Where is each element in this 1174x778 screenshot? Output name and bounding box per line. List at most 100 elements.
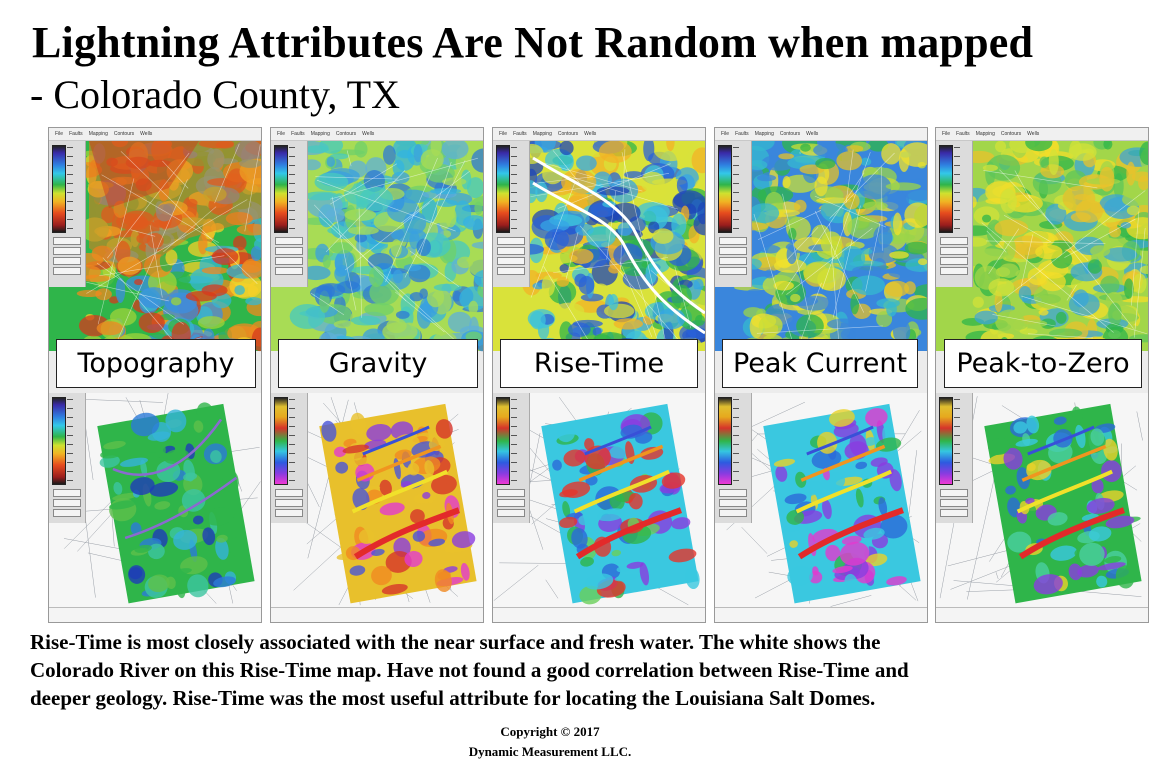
control-button[interactable]	[497, 489, 525, 497]
description-line-2: Colorado River on this Rise-Time map. Ha…	[30, 658, 909, 682]
control-button[interactable]	[719, 257, 747, 265]
menu-item[interactable]: File	[55, 131, 64, 137]
colorbar	[52, 397, 66, 485]
menu-item[interactable]: Mapping	[532, 131, 552, 137]
description-text: Rise-Time is most closely associated wit…	[30, 628, 1160, 712]
description-line-3: deeper geology. Rise-Time was the most u…	[30, 686, 876, 710]
colorbar-controls	[493, 141, 530, 287]
menubar: File Faults Mapping Contours Wells	[493, 128, 705, 141]
control-button[interactable]	[719, 489, 747, 497]
menubar: File Faults Mapping Contours Wells	[271, 128, 483, 141]
menu-item[interactable]: File	[721, 131, 730, 137]
menu-item[interactable]: Faults	[513, 131, 527, 137]
control-button[interactable]	[719, 267, 747, 275]
menu-item[interactable]: Faults	[291, 131, 305, 137]
menu-item[interactable]: File	[499, 131, 508, 137]
label-gravity: Gravity	[278, 339, 478, 388]
control-button[interactable]	[275, 267, 303, 275]
colorbar-controls	[493, 393, 530, 523]
status-bar	[49, 607, 261, 622]
menu-item[interactable]: Mapping	[754, 131, 774, 137]
menu-item[interactable]: Wells	[140, 131, 153, 137]
slide-title: Lightning Attributes Are Not Random when…	[32, 18, 1034, 67]
colorbar-controls	[715, 393, 752, 523]
control-button[interactable]	[275, 499, 303, 507]
control-button[interactable]	[53, 267, 81, 275]
menu-item[interactable]: File	[277, 131, 286, 137]
menu-item[interactable]: Wells	[362, 131, 375, 137]
control-button[interactable]	[940, 267, 968, 275]
menubar: File Faults Mapping Contours Wells	[49, 128, 261, 141]
control-button[interactable]	[53, 509, 81, 517]
colorbar	[496, 145, 510, 233]
menu-item[interactable]: Wells	[584, 131, 597, 137]
status-bar	[715, 607, 927, 622]
colorbar-controls	[715, 141, 752, 287]
control-button[interactable]	[275, 247, 303, 255]
copyright-block: Copyright © 2017 Dynamic Measurement LLC…	[0, 722, 1100, 762]
colorbar-controls	[49, 393, 86, 523]
control-button[interactable]	[940, 257, 968, 265]
control-button[interactable]	[719, 509, 747, 517]
label-peak-current: Peak Current	[722, 339, 918, 388]
map-panel-peak-to-zero: File Faults Mapping Contours Wells	[935, 127, 1149, 623]
map-image	[271, 135, 483, 608]
control-button[interactable]	[940, 247, 968, 255]
colorbar	[718, 397, 732, 485]
control-button[interactable]	[940, 489, 968, 497]
menu-item[interactable]: Faults	[956, 131, 970, 137]
label-peak-to-zero: Peak-to-Zero	[944, 339, 1142, 388]
control-button[interactable]	[275, 237, 303, 245]
control-button[interactable]	[275, 257, 303, 265]
control-button[interactable]	[53, 237, 81, 245]
menu-item[interactable]: Faults	[69, 131, 83, 137]
menu-item[interactable]: Faults	[735, 131, 749, 137]
control-button[interactable]	[719, 499, 747, 507]
control-button[interactable]	[940, 237, 968, 245]
colorbar	[939, 397, 953, 485]
slide-subtitle: - Colorado County, TX	[30, 72, 400, 117]
control-button[interactable]	[497, 257, 525, 265]
menu-item[interactable]: Mapping	[975, 131, 995, 137]
menu-item[interactable]: Contours	[113, 131, 135, 137]
control-button[interactable]	[497, 509, 525, 517]
control-button[interactable]	[497, 247, 525, 255]
colorbar	[939, 145, 953, 233]
menu-item[interactable]: Wells	[1027, 131, 1040, 137]
description-line-1: Rise-Time is most closely associated wit…	[30, 630, 881, 654]
menubar: File Faults Mapping Contours Wells	[936, 128, 1148, 141]
label-topography: Topography	[56, 339, 256, 388]
colorbar	[274, 145, 288, 233]
control-button[interactable]	[53, 489, 81, 497]
control-button[interactable]	[940, 499, 968, 507]
menu-item[interactable]: Wells	[806, 131, 819, 137]
colorbar-controls	[49, 141, 86, 287]
label-rise-time: Rise-Time	[500, 339, 698, 388]
status-bar	[493, 607, 705, 622]
copyright-line: Copyright © 2017	[500, 724, 600, 739]
menu-item[interactable]: Mapping	[310, 131, 330, 137]
status-bar	[271, 607, 483, 622]
colorbar	[496, 397, 510, 485]
control-button[interactable]	[497, 499, 525, 507]
control-button[interactable]	[53, 257, 81, 265]
menu-item[interactable]: Contours	[335, 131, 357, 137]
menu-item[interactable]: File	[942, 131, 951, 137]
control-button[interactable]	[275, 509, 303, 517]
colorbar	[718, 145, 732, 233]
colorbar-controls	[271, 141, 308, 287]
menu-item[interactable]: Contours	[779, 131, 801, 137]
control-button[interactable]	[497, 267, 525, 275]
control-button[interactable]	[940, 509, 968, 517]
colorbar	[52, 145, 66, 233]
colorbar-controls	[271, 393, 308, 523]
control-button[interactable]	[497, 237, 525, 245]
control-button[interactable]	[53, 499, 81, 507]
control-button[interactable]	[719, 247, 747, 255]
menu-item[interactable]: Mapping	[88, 131, 108, 137]
control-button[interactable]	[719, 237, 747, 245]
control-button[interactable]	[275, 489, 303, 497]
menu-item[interactable]: Contours	[557, 131, 579, 137]
control-button[interactable]	[53, 247, 81, 255]
menu-item[interactable]: Contours	[1000, 131, 1022, 137]
